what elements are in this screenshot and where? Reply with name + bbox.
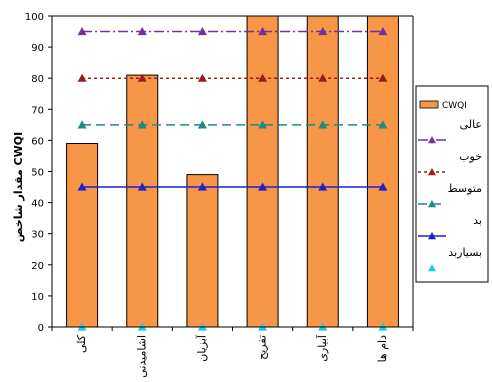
legend-marker-0 [428,136,436,144]
marker-2-0 [77,120,87,129]
marker-0-3 [258,27,268,36]
marker-0-1 [137,27,147,36]
y-tick-label-8: 80 [31,74,44,85]
bar-group [66,15,399,328]
legend-marker-4 [428,264,436,272]
y-tick-label-3: 30 [31,230,44,241]
legend-marker-2 [428,200,436,208]
marker-3-4 [318,182,328,191]
marker-2-3 [258,120,268,129]
marker-2-4 [318,120,328,129]
marker-3-3 [258,182,268,191]
marker-2-2 [197,120,207,129]
y-tick-label-0: 0 [38,323,44,334]
x-tick-label-3: تفریح [256,335,269,360]
x-tick-label-4: آبیاری [315,334,329,362]
x-tick-label-0: کلی [75,334,88,353]
y-tick-label-5: 50 [31,168,44,179]
bar-4 [306,15,339,328]
y-tick-label-2: 20 [31,261,44,272]
legend: CWQI عالی خوب متوسط بد بسیاربد [415,85,489,283]
bar-5 [366,15,399,328]
bar-3 [246,15,279,328]
x-tick-label-1: اشامیدنی [135,335,148,378]
legend-label-0: عالی [460,118,482,131]
marker-1-1 [137,73,147,82]
y-axis-label: مقدار شاخص CWQI [12,132,25,242]
y-tick-label-10: 100 [25,12,44,23]
y-tick-label-4: 40 [31,199,44,210]
legend-box [415,85,489,283]
axes: 0 10 20 30 40 50 60 70 80 90 100 کلی اشامیدنی آبزیان ت… [25,12,414,378]
marker-0-0 [77,27,87,36]
marker-1-4 [318,73,328,82]
marker-2-1 [137,120,147,129]
threshold-lines [77,27,388,331]
marker-0-2 [197,27,207,36]
legend-label-1: خوب [459,150,482,163]
y-tick-label-7: 70 [31,105,44,116]
legend-label-3: بد [473,214,482,227]
marker-1-5 [378,73,388,82]
marker-1-0 [77,73,87,82]
marker-3-2 [197,182,207,191]
legend-label-2: متوسط [447,182,482,195]
marker-3-5 [378,182,388,191]
legend-marker-1 [428,168,436,176]
legend-swatch-cwqi [419,100,439,109]
marker-0-5 [378,27,388,36]
bar-1 [126,74,159,328]
bar-2 [186,174,219,328]
y-tick-label-6: 60 [31,136,44,147]
marker-0-4 [318,27,328,36]
bar-0 [66,143,99,328]
marker-1-3 [258,73,268,82]
legend-marker-3 [428,232,436,240]
legend-label-4: بسیاربد [448,246,482,259]
marker-3-0 [77,182,87,191]
y-tick-label-1: 10 [31,292,44,303]
marker-3-1 [137,182,147,191]
x-tick-label-5: دام ها [376,335,389,363]
y-tick-label-9: 90 [31,43,44,54]
legend-label-cwqi: CWQI [442,101,467,111]
marker-1-2 [197,73,207,82]
x-tick-label-2: آبزیان [194,334,208,362]
marker-2-5 [378,120,388,129]
